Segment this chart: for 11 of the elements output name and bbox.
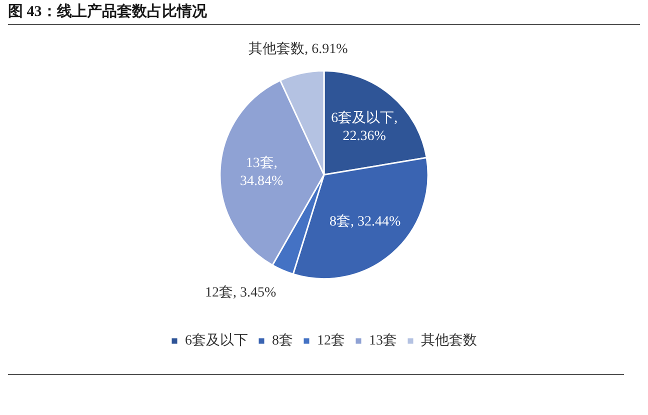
legend-label: 其他套数 <box>421 332 477 349</box>
chart-title: 图 43：线上产品套数占比情况 <box>8 2 640 25</box>
data-label: 13套, 34.84% <box>240 154 284 189</box>
data-label: 其他套数, 6.91% <box>248 41 348 58</box>
legend-label: 13套 <box>369 332 397 349</box>
legend-label: 8套 <box>272 332 293 349</box>
legend-label: 12套 <box>317 332 345 349</box>
data-label: 12套, 3.45% <box>204 284 276 301</box>
legend-label: 6套及以下 <box>185 332 248 349</box>
data-label: 6套及以下, 22.36% <box>331 110 398 144</box>
data-label: 8套, 32.44% <box>329 214 401 230</box>
